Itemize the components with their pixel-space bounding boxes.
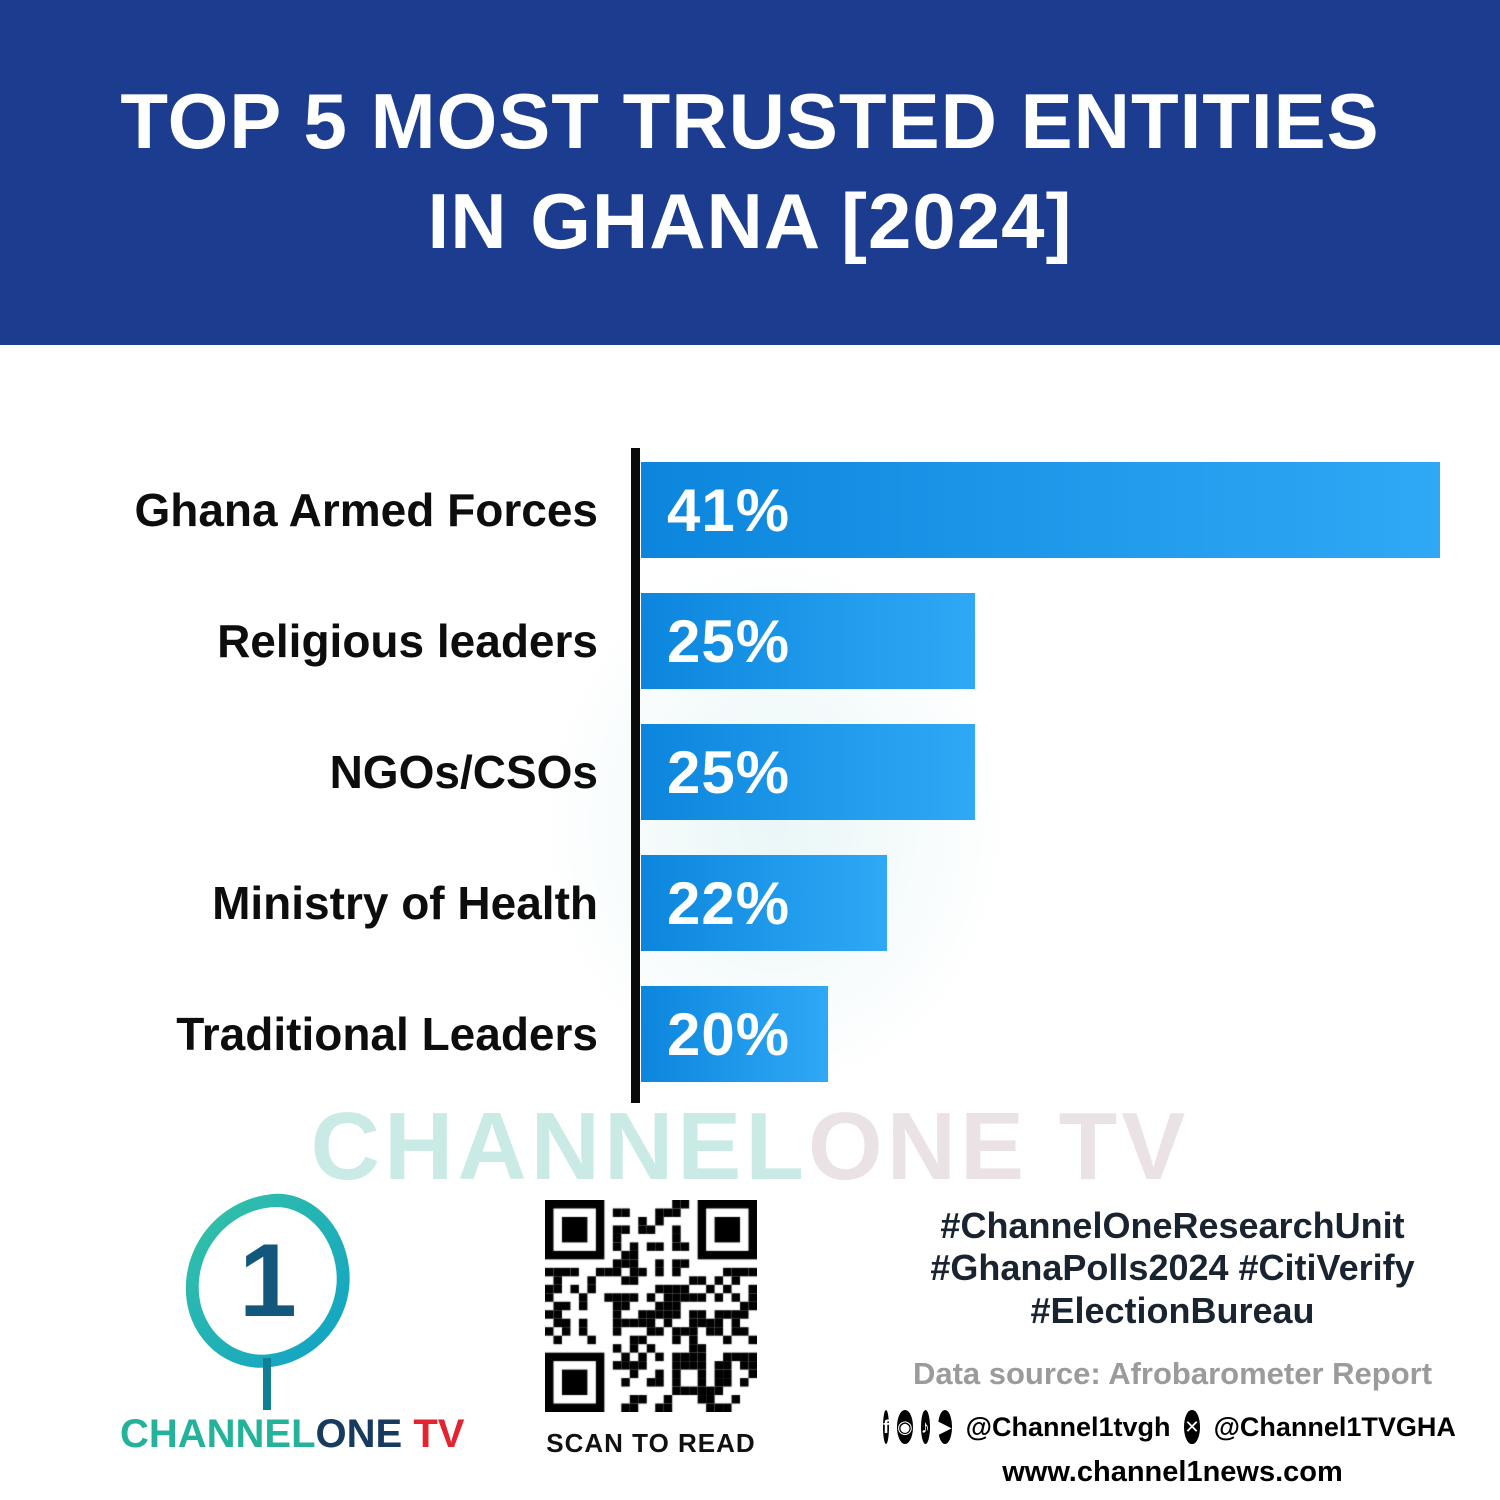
brand-wordmark: CHANNELONE TV: [120, 1412, 464, 1457]
page-title-line2: IN GHANA [2024]: [427, 176, 1073, 265]
bar-track: 41%: [641, 462, 1440, 558]
channel-one-logo: 1: [176, 1186, 359, 1376]
page-title-line1: TOP 5 MOST TRUSTED ENTITIES: [120, 77, 1380, 165]
channel-one-logo-inner: 1: [190, 1201, 345, 1361]
social-row: f ◉ ♪ ▶ @Channel1tvgh ✕ @Channel1TVGHA: [883, 1410, 1456, 1445]
instagram-icon: ◉: [897, 1410, 913, 1445]
bar-label: Ministry of Health: [212, 877, 598, 929]
data-source: Data source: Afrobarometer Report: [912, 1356, 1433, 1392]
bar-value: 25%: [667, 738, 791, 806]
x-icon: ✕: [1184, 1410, 1200, 1445]
qr-code: [545, 1200, 757, 1412]
hashtags: #ChannelOneResearchUnit #GhanaPolls2024 …: [900, 1205, 1445, 1332]
bar: 25%: [641, 593, 975, 689]
bar: 20%: [641, 986, 828, 1082]
bar-track: 22%: [641, 855, 1440, 951]
logo-tail: [263, 1358, 271, 1410]
bar-value: 20%: [667, 1000, 791, 1068]
page-title: TOP 5 MOST TRUSTED ENTITIES IN GHANA [20…: [0, 72, 1500, 272]
qr-caption: SCAN TO READ: [546, 1428, 756, 1458]
bar-value: 22%: [667, 869, 791, 937]
bar-value: 41%: [667, 476, 791, 544]
chart-axis-line: [631, 448, 640, 1103]
watermark-channel: CHANNEL: [310, 1093, 808, 1200]
chart-row: Religious leaders 25%: [40, 593, 1440, 689]
chart-row: Ghana Armed Forces 41%: [40, 462, 1440, 558]
youtube-icon: ▶: [937, 1410, 952, 1445]
brand-channel: CHANNEL: [120, 1412, 316, 1456]
bar-label: NGOs/CSOs: [329, 746, 598, 798]
bar-track: 25%: [641, 593, 1440, 689]
brand-one: ONE: [315, 1412, 403, 1456]
background-watermark: CHANNELONE TV: [0, 1092, 1500, 1202]
bar-track: 20%: [641, 986, 1440, 1082]
hashtags-line3: #ElectionBureau: [1030, 1289, 1315, 1331]
bar: 22%: [641, 855, 887, 951]
bar-track: 25%: [641, 724, 1440, 820]
social-handle-1: @Channel1tvgh: [965, 1411, 1171, 1442]
watermark-one-tv: ONE TV: [807, 1093, 1190, 1200]
qr-code-canvas: [545, 1200, 757, 1412]
website-url: www.channel1news.com: [1002, 1456, 1343, 1489]
social-handle-2: @Channel1TVGHA: [1213, 1411, 1456, 1442]
footer-info-block: #ChannelOneResearchUnit #GhanaPolls2024 …: [883, 1205, 1456, 1489]
hashtags-line1: #ChannelOneResearchUnit: [940, 1205, 1405, 1246]
bar-label: Religious leaders: [217, 615, 598, 667]
brand-tv: TV: [402, 1412, 465, 1456]
facebook-icon: f: [883, 1410, 890, 1445]
bar: 41%: [641, 462, 1440, 558]
chart-row: Traditional Leaders 20%: [40, 986, 1440, 1082]
logo-numeral: 1: [238, 1222, 297, 1339]
bar-chart: Ghana Armed Forces 41% Religious leaders 25…: [40, 462, 1440, 1082]
chart-row: NGOs/CSOs 25%: [40, 724, 1440, 820]
bar: 25%: [641, 724, 975, 820]
bar-label: Ghana Armed Forces: [134, 484, 598, 536]
bar-label: Traditional Leaders: [176, 1008, 598, 1060]
tiktok-icon: ♪: [920, 1410, 930, 1445]
header-banner: TOP 5 MOST TRUSTED ENTITIES IN GHANA [20…: [0, 0, 1500, 345]
bar-value: 25%: [667, 607, 791, 675]
chart-row: Ministry of Health 22%: [40, 855, 1440, 951]
hashtags-line2: #GhanaPolls2024 #CitiVerify: [930, 1247, 1415, 1289]
